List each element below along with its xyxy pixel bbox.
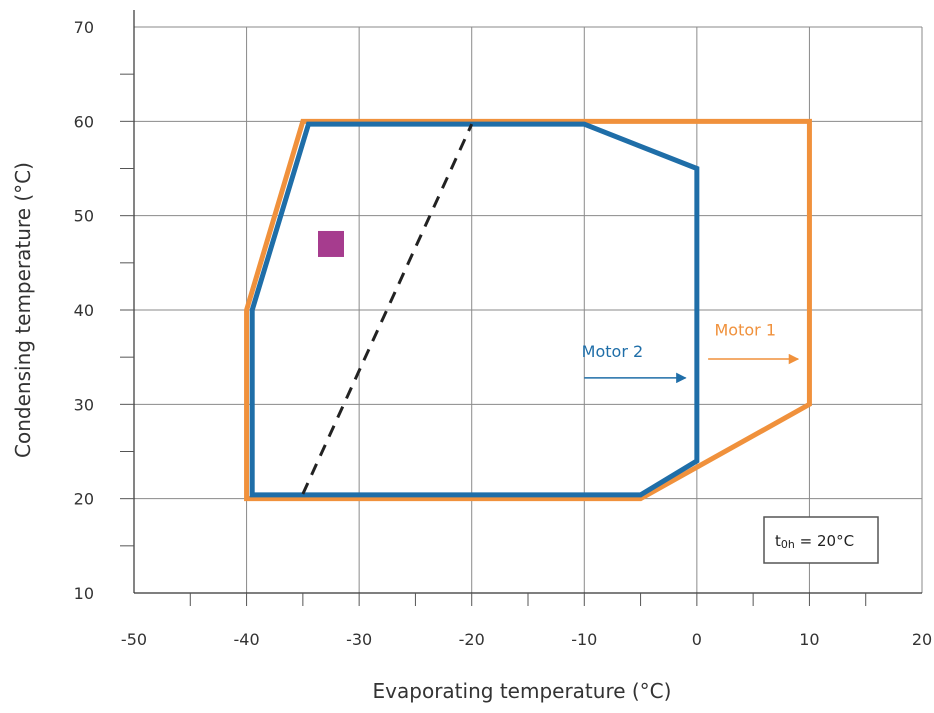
y-tick-label: 50 — [74, 207, 94, 226]
tick-labels: -50 -40 -30 -20 -10 0 10 20 10 20 30 40 50 60 70 — [74, 18, 933, 649]
y-tick-label: 10 — [74, 584, 94, 603]
y-tick-label: 70 — [74, 18, 94, 37]
series-motor-1 — [244, 118, 812, 502]
note-suffix: = 20°C — [795, 532, 854, 550]
x-tick-label: -10 — [571, 630, 597, 649]
x-tick-label: 10 — [799, 630, 819, 649]
motor-1-label: Motor 1 — [715, 320, 777, 339]
x-tick-label: -30 — [346, 630, 372, 649]
note-prefix: t — [775, 532, 781, 550]
series-motor-2 — [249, 121, 700, 498]
motor-2-label: Motor 2 — [582, 342, 644, 361]
x-tick-label: -40 — [234, 630, 260, 649]
temperature-note-text: t0h = 20°C — [775, 532, 854, 551]
y-tick-label: 40 — [74, 301, 94, 320]
y-tick-label: 20 — [74, 490, 94, 509]
series — [244, 118, 812, 502]
x-tick-label: 20 — [912, 630, 932, 649]
note-subscript: 0h — [781, 538, 795, 551]
y-tick-label: 60 — [74, 112, 94, 131]
y-tick-label: 30 — [74, 395, 94, 414]
x-tick-label: -50 — [121, 630, 147, 649]
x-axis-title: Evaporating temperature (°C) — [373, 679, 672, 703]
dashed-line — [301, 123, 474, 495]
x-tick-label: -20 — [459, 630, 485, 649]
magenta-marker — [318, 230, 344, 257]
axes — [120, 10, 922, 606]
x-tick-label: 0 — [692, 630, 702, 649]
temperature-note-box — [763, 516, 879, 564]
y-axis-title: Condensing temperature (°C) — [11, 162, 35, 458]
temperature-note: t0h = 20°C — [763, 516, 879, 564]
